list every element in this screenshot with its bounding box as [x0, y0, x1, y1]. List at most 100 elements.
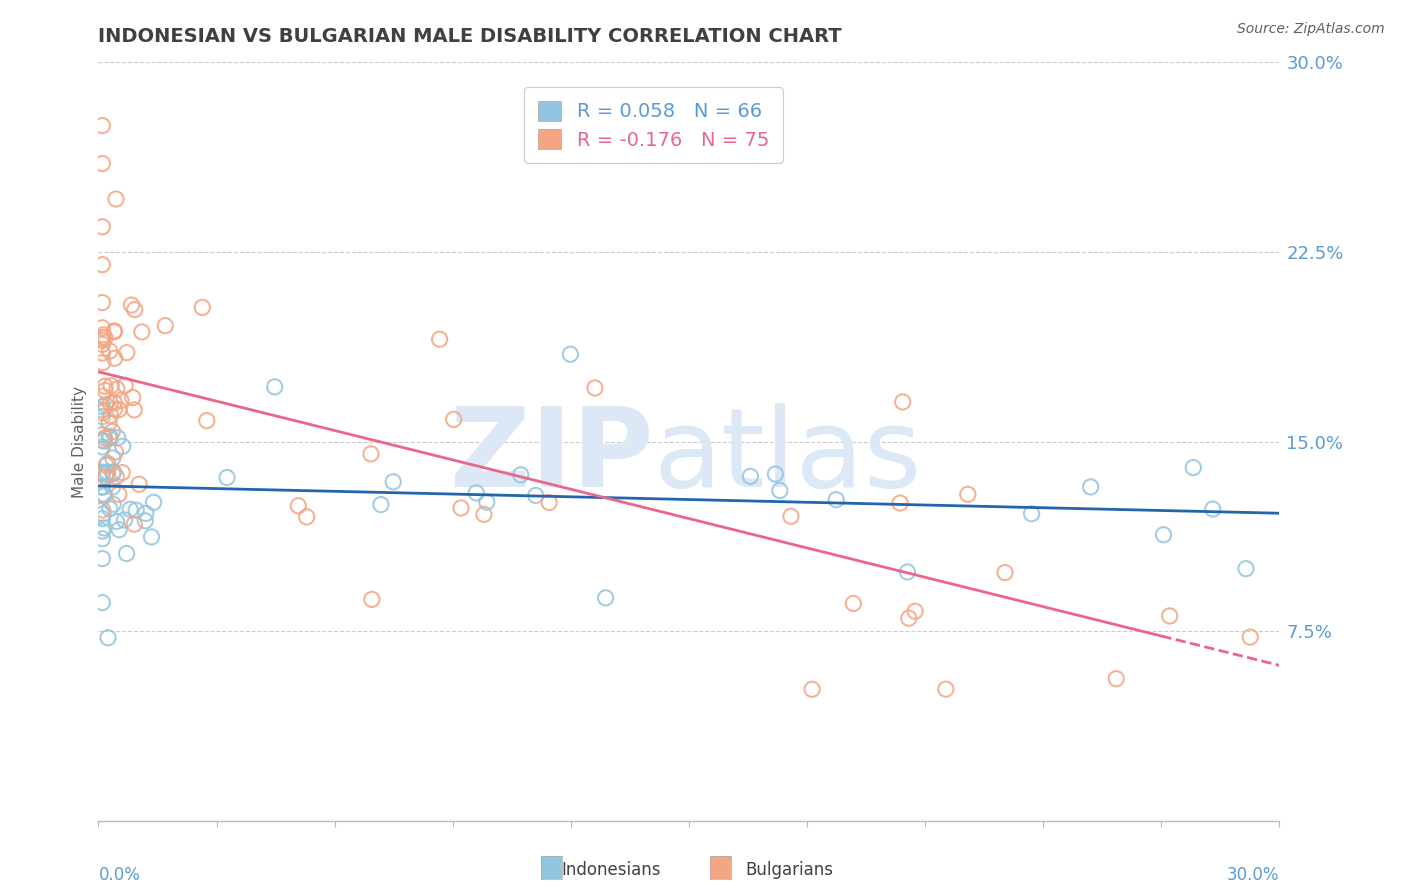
- Point: [122, 402, 145, 417]
- Point: [370, 498, 392, 512]
- Point: [142, 495, 165, 509]
- Legend: R = 0.058   N = 66, R = -0.176   N = 75: R = 0.058 N = 66, R = -0.176 N = 75: [524, 87, 783, 163]
- Point: [96, 457, 118, 471]
- Point: [1021, 507, 1043, 521]
- Point: [91, 507, 114, 521]
- Point: [94, 384, 117, 398]
- Point: [107, 487, 129, 501]
- Point: [538, 495, 561, 509]
- Point: [125, 503, 148, 517]
- Point: [935, 682, 957, 697]
- Point: [111, 439, 134, 453]
- Text: INDONESIAN VS BULGARIAN MALE DISABILITY CORRELATION CHART: INDONESIAN VS BULGARIAN MALE DISABILITY …: [98, 27, 842, 45]
- Point: [91, 551, 114, 566]
- Point: [94, 398, 117, 412]
- Point: [1239, 630, 1261, 644]
- Point: [769, 483, 792, 498]
- Point: [842, 596, 865, 610]
- Point: [98, 501, 121, 516]
- Point: [825, 492, 848, 507]
- Point: [91, 156, 114, 170]
- Point: [1153, 527, 1175, 541]
- Point: [103, 324, 125, 338]
- Point: [91, 400, 114, 414]
- Point: [107, 431, 129, 445]
- Point: [91, 219, 114, 234]
- Point: [465, 486, 488, 500]
- Point: [98, 431, 121, 445]
- Point: [472, 508, 495, 522]
- Point: [101, 467, 124, 481]
- Y-axis label: Male Disability: Male Disability: [72, 385, 87, 498]
- Point: [91, 320, 114, 334]
- Point: [104, 192, 127, 206]
- Point: [295, 509, 318, 524]
- Point: [93, 489, 115, 503]
- Point: [91, 409, 114, 424]
- Point: [287, 499, 309, 513]
- Point: [443, 412, 465, 426]
- Point: [124, 302, 146, 317]
- Point: [93, 431, 115, 445]
- Point: [91, 119, 114, 133]
- Point: [897, 611, 920, 625]
- Point: [100, 409, 122, 423]
- Point: [105, 469, 128, 483]
- Point: [93, 521, 115, 535]
- Point: [475, 495, 498, 509]
- Point: [956, 487, 979, 501]
- Point: [122, 517, 145, 532]
- Point: [104, 351, 127, 366]
- Point: [91, 334, 114, 348]
- Point: [115, 345, 138, 359]
- Point: [121, 391, 143, 405]
- Point: [104, 402, 127, 417]
- Point: [91, 295, 114, 310]
- Point: [105, 382, 128, 396]
- Point: [904, 604, 927, 618]
- Point: [111, 466, 134, 480]
- Point: [191, 301, 214, 315]
- Point: [155, 318, 177, 333]
- Point: [763, 467, 786, 481]
- Point: [101, 497, 124, 511]
- Point: [94, 379, 117, 393]
- Point: [108, 402, 131, 417]
- Point: [121, 298, 143, 312]
- Point: [91, 503, 114, 517]
- Text: Bulgarians: Bulgarians: [745, 861, 834, 879]
- Point: [91, 327, 114, 342]
- Point: [110, 393, 132, 408]
- Point: [91, 480, 114, 494]
- Point: [135, 507, 157, 521]
- Point: [91, 258, 114, 272]
- Point: [215, 470, 238, 484]
- Point: [103, 395, 125, 409]
- Point: [91, 330, 114, 344]
- Point: [134, 514, 156, 528]
- Point: [583, 381, 606, 395]
- Point: [103, 325, 125, 339]
- Point: [98, 429, 121, 443]
- Point: [91, 524, 114, 538]
- Text: Indonesians: Indonesians: [561, 861, 661, 879]
- Point: [1159, 609, 1181, 624]
- Point: [101, 425, 124, 439]
- Point: [91, 427, 114, 442]
- Text: 0.0%: 0.0%: [98, 866, 141, 884]
- Point: [560, 347, 582, 361]
- Point: [450, 500, 472, 515]
- Point: [91, 512, 114, 526]
- Point: [91, 346, 114, 360]
- Point: [263, 380, 285, 394]
- Point: [382, 475, 405, 489]
- Point: [91, 440, 114, 454]
- Point: [595, 591, 617, 605]
- Point: [360, 447, 382, 461]
- Point: [94, 331, 117, 345]
- Point: [131, 325, 153, 339]
- Point: [429, 332, 451, 346]
- Point: [91, 389, 114, 403]
- Point: [195, 414, 218, 428]
- Point: [100, 378, 122, 392]
